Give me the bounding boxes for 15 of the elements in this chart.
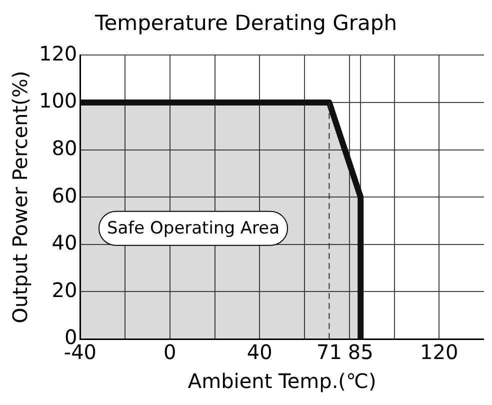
y-tick-label: 80	[52, 136, 78, 160]
x-tick-label: 40	[246, 340, 272, 364]
y-tick-label: 40	[52, 230, 78, 255]
x-tick-label: 0	[164, 340, 176, 364]
annotation: Safe Operating Area	[106, 218, 280, 239]
x-tick-label: 120	[420, 340, 458, 364]
x-tick-label: 71	[316, 340, 342, 364]
y-tick-label: 60	[52, 183, 78, 208]
y-tick-label: 20	[52, 278, 78, 302]
x-tick-label: 85	[348, 340, 374, 364]
y-tick-label: 120	[38, 41, 78, 66]
y-axis-title: Output Power Percent(%)	[8, 70, 32, 324]
y-tick-label: 100	[38, 88, 78, 113]
x-axis-title: Ambient Temp.(℃)	[188, 369, 376, 394]
chart-title: Temperature Derating Graph	[94, 11, 398, 36]
